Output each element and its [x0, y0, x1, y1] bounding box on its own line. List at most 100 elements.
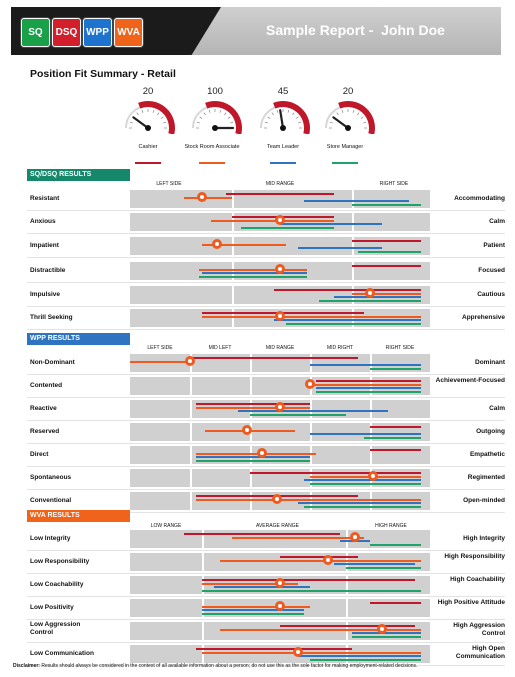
position-range-bar: [304, 479, 421, 482]
trait-right-label: Calm: [489, 218, 505, 225]
position-range-bar: [199, 268, 307, 271]
disclaimer-text: Results should always be considered in t…: [39, 663, 418, 669]
range-track: [130, 492, 430, 510]
range-segment: [130, 400, 190, 418]
row-divider: [27, 282, 505, 283]
position-range-bar: [310, 475, 421, 478]
row-divider: [27, 665, 505, 666]
position-range-bar: [316, 390, 421, 393]
range-segment: [192, 423, 250, 441]
gauge-hub: [145, 125, 151, 131]
range-segment: [130, 237, 232, 255]
position-range-bar: [334, 296, 421, 299]
gauge-tick: [267, 116, 271, 119]
trait-row: Contented Achievement-Focused: [27, 377, 505, 398]
row-divider: [27, 550, 505, 551]
gauge-red-zone: [338, 101, 375, 134]
range-segment: [348, 530, 430, 548]
position-range-bar: [184, 196, 232, 199]
position-range-bar: [346, 566, 421, 569]
range-track: [130, 645, 430, 663]
position-range-bar: [220, 628, 421, 631]
gauge-tick: [141, 109, 144, 113]
trait-right-label: High Coachability: [450, 576, 505, 583]
report-header: SQ DSQ WPP WVA Sample Report - John Doe: [11, 7, 501, 55]
gauge-needle: [332, 116, 350, 130]
position-range-bar: [211, 219, 334, 222]
row-divider: [27, 489, 505, 490]
range-segment: [372, 400, 430, 418]
position-range-bar: [280, 556, 358, 558]
gauge-value: 100: [207, 86, 223, 97]
score-marker: [305, 379, 315, 389]
position-range-bar: [352, 632, 421, 635]
trait-right-label: Cautious: [477, 291, 505, 298]
row-divider: [27, 443, 505, 444]
trait-right-label: High Open Communication: [455, 645, 505, 660]
position-range-bar: [232, 536, 364, 539]
trait-left-label: Low Positivity: [30, 604, 74, 611]
trait-left-label: Contented: [30, 382, 63, 389]
range-segment: [312, 423, 370, 441]
position-range-bar: [280, 625, 415, 627]
wva-logo-label: WVA: [117, 27, 140, 38]
column-header: AVERAGE RANGE: [256, 523, 299, 529]
position-range-bar: [130, 360, 190, 363]
summary-title: Position Fit Summary - Retail: [30, 68, 176, 80]
gauge-tick: [152, 109, 155, 113]
trait-right-label: High Aggression Control: [453, 622, 505, 637]
trait-row: Direct Empathetic: [27, 446, 505, 467]
position-range-bar: [226, 193, 334, 195]
position-range-bar: [304, 505, 421, 508]
trait-left-label: Impatient: [30, 242, 59, 249]
range-segment: [130, 576, 202, 594]
trait-left-label: Direct: [30, 451, 49, 458]
trait-right-label: Regimented: [467, 474, 505, 481]
row-divider: [27, 573, 505, 574]
column-header: RIGHT SIDE: [385, 345, 415, 351]
range-segment: [130, 599, 202, 617]
row-divider: [27, 397, 505, 398]
gauge-tick: [329, 121, 333, 124]
gauge-hub: [280, 125, 286, 131]
range-segment: [234, 262, 352, 280]
position-range-bar: [310, 364, 421, 367]
position-range-bar: [370, 449, 421, 451]
column-header: MID LEFT: [208, 345, 232, 351]
gauge-dial: [260, 101, 310, 134]
trait-right-label: Open-minded: [463, 497, 505, 504]
range-segment: [372, 492, 430, 510]
range-segment: [130, 469, 190, 487]
section-header: WVA RESULTS: [27, 510, 130, 522]
position-range-bar: [196, 456, 310, 459]
gauge-tick: [292, 112, 295, 116]
position-range-bar: [274, 319, 421, 322]
position-range-bar: [196, 498, 421, 501]
gauge-legend-line: [332, 162, 358, 164]
position-range-bar: [250, 472, 421, 474]
range-track: [130, 213, 430, 231]
trait-right-label: Empathetic: [469, 451, 505, 458]
range-segment: [130, 213, 232, 231]
row-divider: [27, 619, 505, 620]
trait-row: Distractible Focused: [27, 262, 505, 283]
range-segment: [354, 190, 430, 208]
position-range-bar: [196, 452, 316, 455]
position-range-bar: [184, 533, 340, 535]
row-divider: [27, 233, 505, 234]
position-range-bar: [202, 315, 421, 318]
score-marker: [368, 471, 378, 481]
range-segment: [354, 213, 430, 231]
range-segment: [130, 553, 202, 571]
trait-row: Impatient Patient: [27, 237, 505, 258]
trait-right-label: Outgoing: [476, 428, 505, 435]
column-header: MID RIGHT: [326, 345, 354, 351]
trait-left-label: Low Aggression Control: [30, 621, 81, 636]
trait-right-label: Accommodating: [454, 195, 505, 202]
position-range-bar: [334, 563, 415, 566]
wpp-logo-label: WPP: [86, 27, 109, 38]
gauge-red-zone: [205, 101, 242, 134]
range-track: [130, 469, 430, 487]
gauge-label: Team Leader: [266, 144, 300, 150]
gauge-value: 45: [277, 86, 289, 97]
